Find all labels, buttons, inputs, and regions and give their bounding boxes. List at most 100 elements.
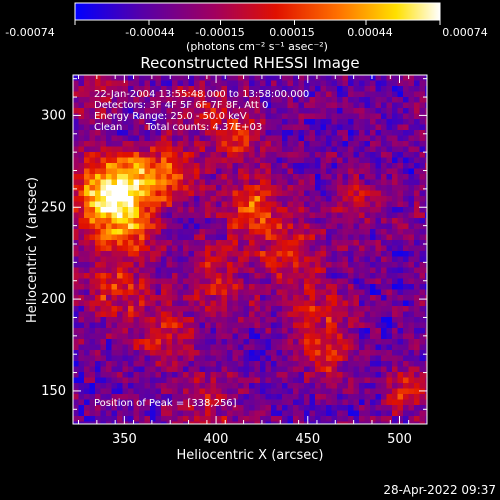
heatmap-cell <box>414 168 420 175</box>
heatmap-cell <box>293 295 299 301</box>
heatmap-cell <box>386 388 393 395</box>
heatmap-cell <box>210 333 217 340</box>
heatmap-cell <box>177 344 184 351</box>
heatmap-cell <box>133 251 140 257</box>
heatmap-cell <box>122 273 129 279</box>
heatmap-cell <box>216 322 222 329</box>
heatmap-cell <box>315 333 321 340</box>
heatmap-cell <box>359 135 365 142</box>
heatmap-cell <box>386 289 393 296</box>
heatmap-cell <box>238 218 244 224</box>
heatmap-cell <box>414 108 420 114</box>
heatmap-cell <box>364 322 371 329</box>
heatmap-cell <box>254 405 261 411</box>
heatmap-cell <box>95 372 101 378</box>
heatmap-cell <box>238 289 244 296</box>
heatmap-cell <box>375 405 382 411</box>
heatmap-cell <box>188 300 195 307</box>
heatmap-cell <box>117 119 123 125</box>
x-tick-label: 450 <box>295 432 320 447</box>
heatmap-cell <box>188 289 195 296</box>
heatmap-cell <box>309 267 316 274</box>
heatmap-cell <box>199 284 206 290</box>
heatmap-cell <box>73 141 79 147</box>
heatmap-cell <box>315 278 321 285</box>
colorbar-ticks <box>74 20 441 25</box>
heatmap-cell <box>276 179 283 186</box>
heatmap-cell <box>282 152 288 158</box>
heatmap-cell <box>403 91 409 98</box>
heatmap-cell <box>298 289 305 296</box>
heatmap-cell <box>177 394 184 400</box>
heatmap-cell <box>73 421 79 424</box>
heatmap-cell <box>177 207 184 213</box>
heatmap-cell <box>210 273 217 279</box>
heatmap-cell <box>331 80 338 87</box>
heatmap-cell <box>166 306 173 312</box>
heatmap-cell <box>298 394 305 400</box>
heatmap-cell <box>205 273 211 279</box>
heatmap-cell <box>315 394 321 400</box>
heatmap-cell <box>293 344 299 351</box>
heatmap-cell <box>331 405 338 411</box>
heatmap-cell <box>276 141 283 147</box>
heatmap-cell <box>265 394 272 400</box>
heatmap-cell <box>381 119 387 125</box>
heatmap-cell <box>260 322 266 329</box>
heatmap-cell <box>78 399 85 406</box>
heatmap-cell <box>414 157 420 164</box>
heatmap-cell <box>403 394 409 400</box>
heatmap-cell <box>359 119 365 125</box>
heatmap-cell <box>260 168 266 175</box>
heatmap-cell <box>419 91 426 98</box>
heatmap-cell <box>133 108 140 114</box>
heatmap-cell <box>364 163 371 169</box>
heatmap-cell <box>122 278 129 285</box>
heatmap-cell <box>106 130 112 136</box>
heatmap-cell <box>403 278 409 285</box>
heatmap-cell <box>386 394 393 400</box>
heatmap-cell <box>265 130 272 136</box>
heatmap-cell <box>161 262 167 268</box>
heatmap-cell <box>133 152 140 158</box>
heatmap-cell <box>414 152 420 158</box>
heatmap-cell <box>238 146 244 153</box>
heatmap-cell <box>89 355 96 362</box>
heatmap-cell <box>150 130 156 136</box>
heatmap-cell <box>408 410 415 417</box>
heatmap-cell <box>375 306 382 312</box>
heatmap-cell <box>342 421 349 424</box>
heatmap-cell <box>326 317 332 323</box>
heatmap-cell <box>150 284 156 290</box>
heatmap-cell <box>381 179 387 186</box>
heatmap-cell <box>331 168 338 175</box>
heatmap-cell <box>106 174 112 180</box>
heatmap-cell <box>111 295 118 301</box>
heatmap-cell <box>293 377 299 384</box>
heatmap-cell <box>216 377 222 384</box>
heatmap-cell <box>408 350 415 356</box>
heatmap-cell <box>144 229 151 235</box>
heatmap-cell <box>144 344 151 351</box>
heatmap-cell <box>392 333 398 340</box>
heatmap-cell <box>199 295 206 301</box>
heatmap-cell <box>73 212 79 219</box>
heatmap-cell <box>419 212 426 219</box>
heatmap-cell <box>139 311 145 318</box>
heatmap-cell <box>375 256 382 263</box>
heatmap-cell <box>172 322 178 329</box>
heatmap-cell <box>381 174 387 180</box>
heatmap-cell <box>370 306 376 312</box>
heatmap-cell <box>84 295 90 301</box>
heatmap-cell <box>161 141 167 147</box>
heatmap-cell <box>210 394 217 400</box>
heatmap-cell <box>106 119 112 125</box>
heatmap-cell <box>342 306 349 312</box>
heatmap-cell <box>359 130 365 136</box>
heatmap-cell <box>397 240 404 246</box>
heatmap-cell <box>265 229 272 235</box>
heatmap-cell <box>238 185 244 191</box>
heatmap-cell <box>106 322 112 329</box>
heatmap-cell <box>386 229 393 235</box>
heatmap-cell <box>128 322 134 329</box>
